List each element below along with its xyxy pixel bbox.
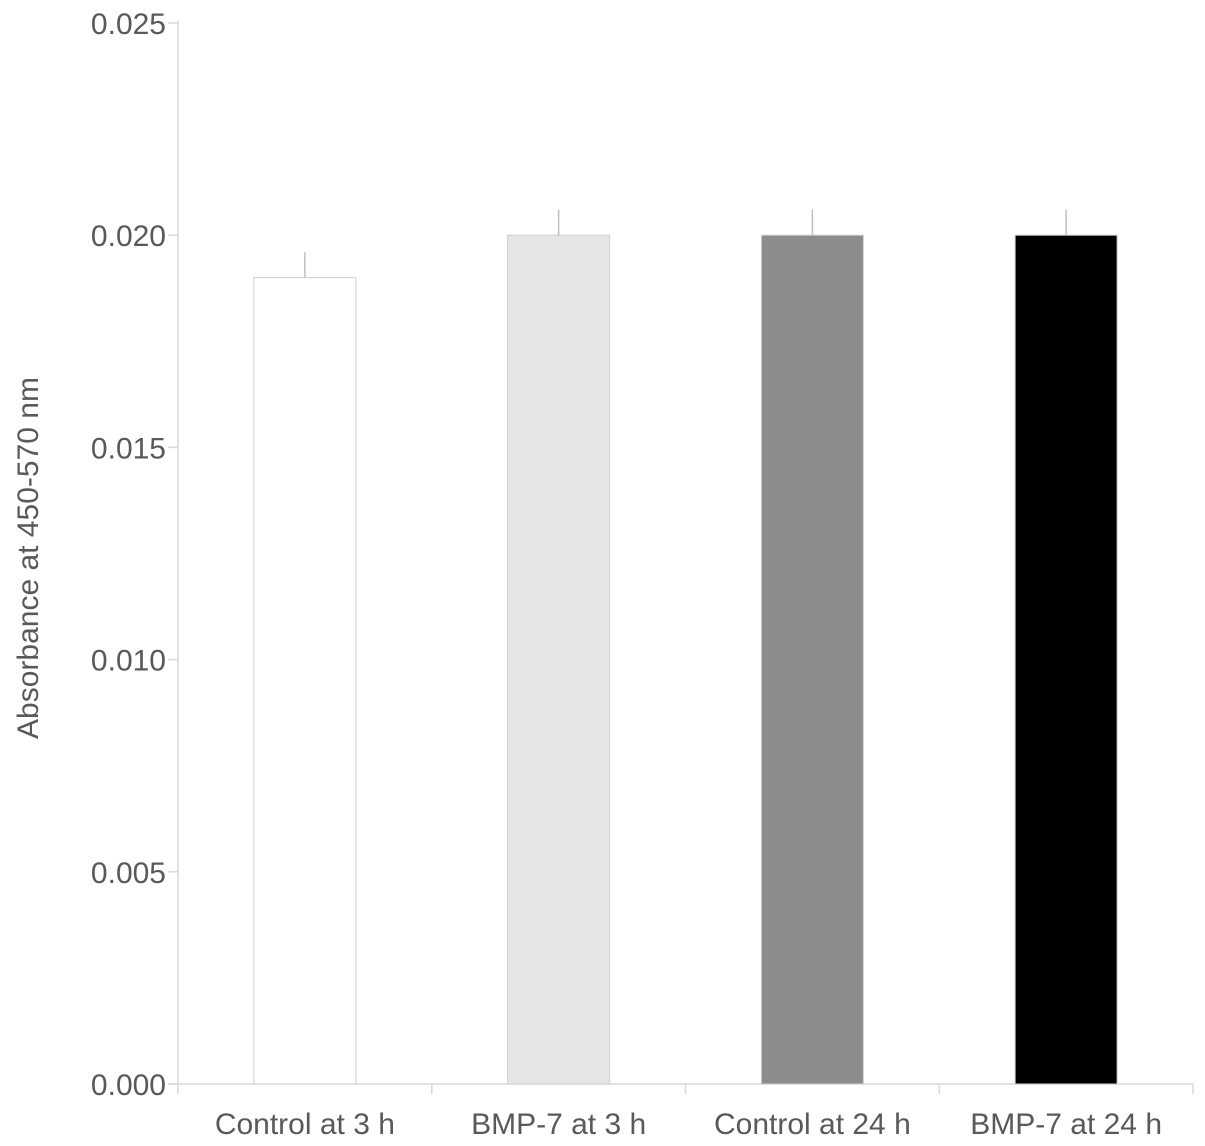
y-axis-label: Absorbance at 450-570 nm <box>12 377 45 739</box>
x-tick-label: Control at 3 h <box>215 1108 395 1141</box>
y-tick-label: 0.020 <box>91 220 166 253</box>
bars <box>253 234 1118 1085</box>
x-tick-label: Control at 24 h <box>714 1108 911 1141</box>
x-axis: Control at 3 h BMP-7 at 3 h Control at 24 … <box>168 1083 1194 1141</box>
x-tick-label: BMP-7 at 3 h <box>471 1108 646 1141</box>
x-tick-label: BMP-7 at 24 h <box>970 1108 1162 1141</box>
y-axis: 0.000 0.005 0.010 0.015 0.020 0.025 <box>91 8 179 1102</box>
y-tick-label: 0.015 <box>91 432 166 465</box>
y-tick-label: 0.000 <box>91 1069 166 1102</box>
y-tick-label: 0.025 <box>91 8 166 41</box>
y-ticks: 0.000 0.005 0.010 0.015 0.020 0.025 <box>91 8 178 1102</box>
bar <box>507 234 611 1085</box>
y-tick-label: 0.005 <box>91 857 166 890</box>
bar <box>1014 234 1118 1085</box>
bar <box>253 277 357 1085</box>
bar <box>760 234 864 1085</box>
error-bars <box>304 209 1067 278</box>
x-ticks: Control at 3 h BMP-7 at 3 h Control at 24 … <box>177 1084 1194 1141</box>
y-tick-label: 0.010 <box>91 645 166 678</box>
